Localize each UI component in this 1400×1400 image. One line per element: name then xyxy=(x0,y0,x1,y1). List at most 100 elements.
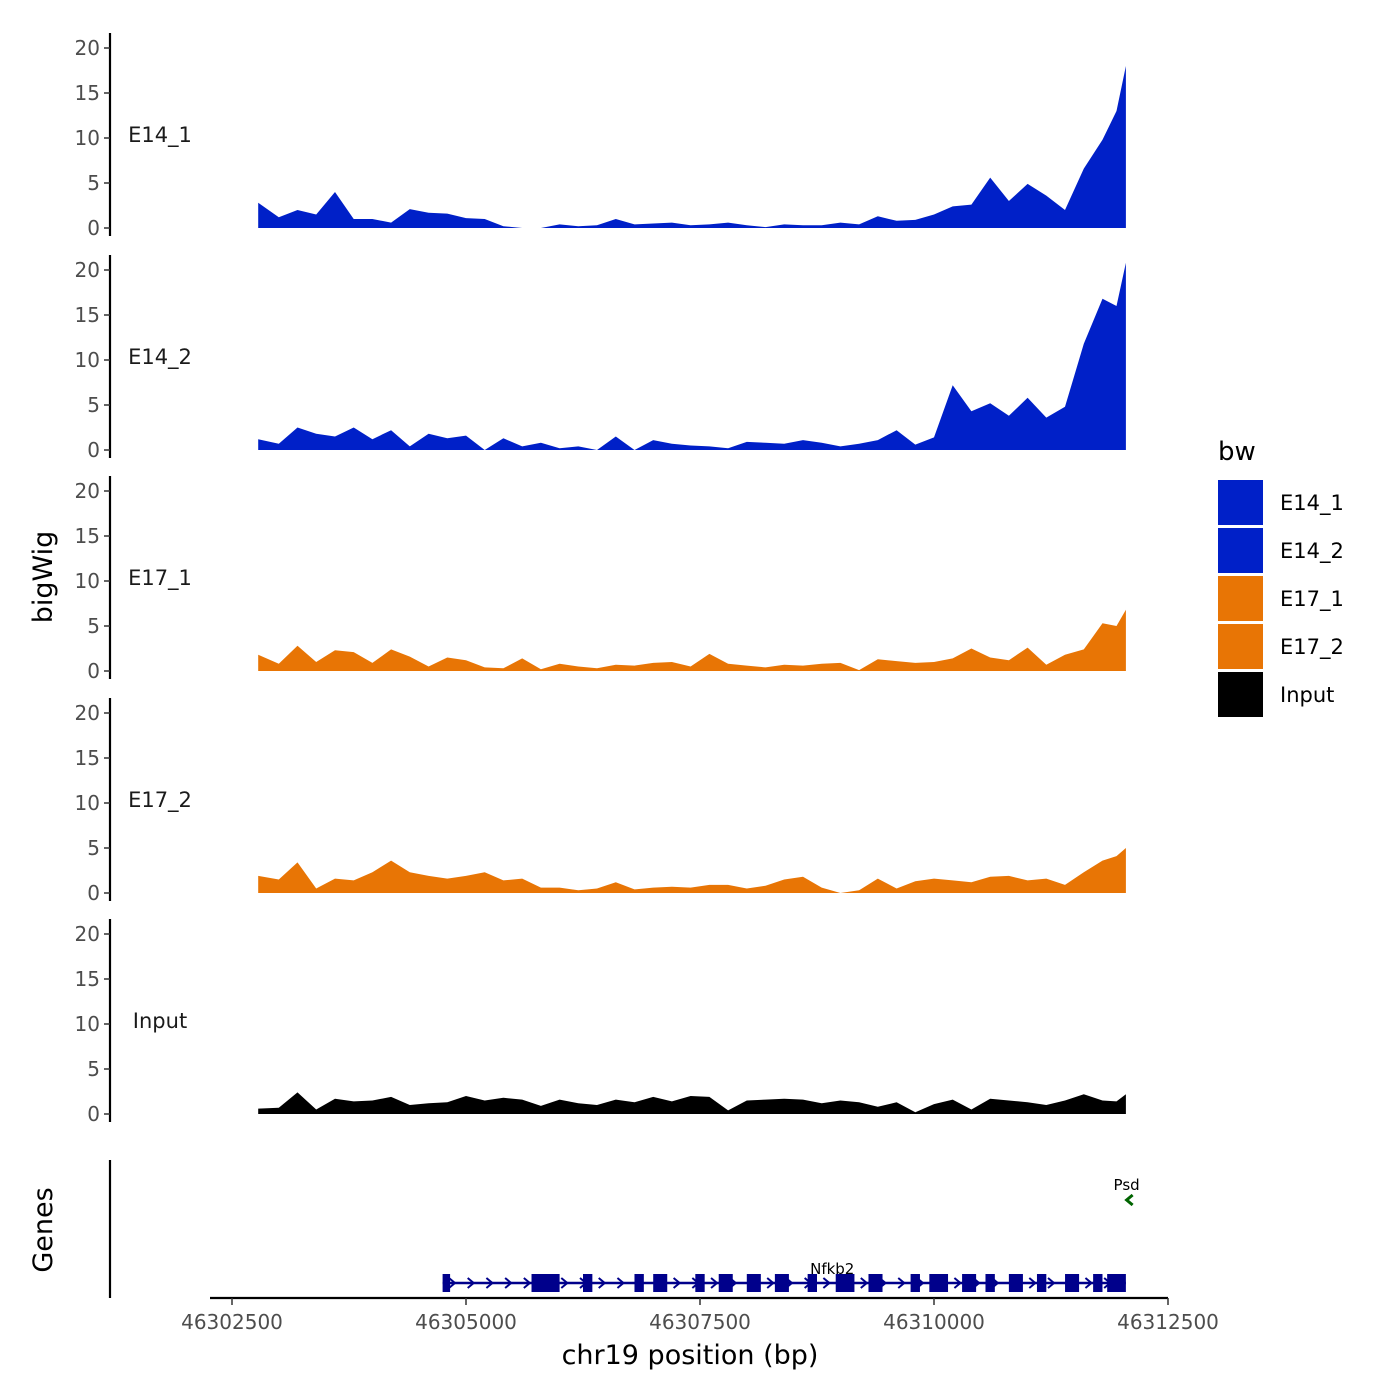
exon xyxy=(1065,1274,1080,1292)
exon xyxy=(1008,1274,1023,1292)
y-tick-label: 10 xyxy=(75,1012,100,1036)
strand-arrow xyxy=(598,1277,607,1289)
y-tick-label: 15 xyxy=(75,967,100,991)
y-tick-label: 10 xyxy=(75,791,100,815)
track-label-E14_1: E14_1 xyxy=(128,123,192,148)
legend-label: E14_1 xyxy=(1280,491,1344,516)
area-E14_2 xyxy=(258,262,1126,450)
legend-item-E17_1: E17_1 xyxy=(1218,576,1344,621)
track-E14_1: 0 5 10 15 20 E14_1 xyxy=(75,33,1126,240)
y-tick-label: 15 xyxy=(75,81,100,105)
y-tick-label: 0 xyxy=(87,659,100,683)
strand-arrow xyxy=(953,1277,962,1289)
area-Input xyxy=(258,1092,1126,1114)
exon xyxy=(910,1274,920,1292)
legend-swatch xyxy=(1218,576,1263,621)
exon xyxy=(1107,1274,1126,1292)
x-tick-label: 46302500 xyxy=(181,1310,283,1334)
gene-Psd: Psd xyxy=(1114,1176,1140,1207)
x-axis-title: chr19 position (bp) xyxy=(562,1340,819,1371)
x-tick-label: 46312500 xyxy=(1117,1310,1219,1334)
exon xyxy=(718,1274,733,1292)
x-tick-label: 46305000 xyxy=(415,1310,517,1334)
legend-swatch xyxy=(1218,528,1263,573)
strand-arrow xyxy=(560,1277,569,1289)
y-tick-label: 10 xyxy=(75,348,100,372)
strand-arrow xyxy=(448,1277,457,1289)
legend-label: E17_1 xyxy=(1280,587,1344,612)
y-tick-label: 20 xyxy=(75,922,100,946)
strand-arrow xyxy=(467,1277,476,1289)
area-E14_1 xyxy=(258,66,1126,228)
legend-swatch xyxy=(1218,672,1263,717)
gene-Nfkb2: Nfkb2 xyxy=(442,1260,1126,1292)
y-tick-label: 15 xyxy=(75,746,100,770)
tracks-group: 05101520E14_105101520E14_205101520E17_10… xyxy=(75,33,1126,1126)
area-E17_2 xyxy=(258,848,1126,893)
legend-label: E14_2 xyxy=(1280,539,1344,564)
track-E17_2: 0 5 10 15 20 E17_2 xyxy=(75,698,1126,905)
exon xyxy=(653,1274,668,1292)
track-label-E17_1: E17_1 xyxy=(128,566,192,591)
y-tick-label: 5 xyxy=(87,393,100,417)
legend-title: bw xyxy=(1218,437,1256,467)
legend-item-Input: Input xyxy=(1218,672,1334,717)
legend-item-E14_2: E14_2 xyxy=(1218,528,1344,573)
strand-arrow xyxy=(1124,1193,1134,1207)
gene-label: Psd xyxy=(1114,1176,1140,1194)
exon xyxy=(1093,1274,1103,1292)
legend-label: Input xyxy=(1280,683,1334,707)
y-tick-label: 10 xyxy=(75,126,100,150)
y-tick-label: 15 xyxy=(75,524,100,548)
exon xyxy=(1036,1274,1047,1292)
strand-arrow xyxy=(766,1277,775,1289)
area-E17_1 xyxy=(258,609,1126,671)
strand-arrow xyxy=(672,1277,682,1289)
y-tick-label: 5 xyxy=(87,614,100,638)
exon xyxy=(746,1274,761,1292)
exon xyxy=(774,1274,789,1292)
exon xyxy=(695,1274,705,1292)
y-tick-label: 20 xyxy=(75,36,100,60)
track-E14_2: 0 5 10 15 20 E14_2 xyxy=(75,255,1126,462)
y-tick-label: 20 xyxy=(75,701,100,725)
strand-arrow xyxy=(710,1277,719,1289)
track-label-E17_2: E17_2 xyxy=(128,788,192,813)
y-tick-label: 0 xyxy=(87,216,100,240)
y-tick-label: 0 xyxy=(87,881,100,905)
exon xyxy=(807,1274,817,1292)
strand-arrow xyxy=(1028,1277,1037,1289)
strand-arrow xyxy=(485,1277,494,1289)
y-tick-label: 5 xyxy=(87,1057,100,1081)
strand-arrow xyxy=(822,1277,831,1289)
strand-arrow xyxy=(504,1277,513,1289)
strand-arrow xyxy=(1047,1277,1056,1289)
genes-axis-title: Genes xyxy=(28,1187,59,1272)
y-tick-label: 20 xyxy=(75,479,100,503)
x-axis: 46302500 46305000 46307500 46310000 46312500 xyxy=(181,1296,1219,1334)
strand-arrow xyxy=(616,1277,626,1289)
track-label-Input: Input xyxy=(133,1009,187,1033)
y-tick-label: 10 xyxy=(75,569,100,593)
y-tick-label: 5 xyxy=(87,171,100,195)
exon xyxy=(868,1274,883,1292)
exon xyxy=(985,1274,995,1292)
y-tick-label: 15 xyxy=(75,303,100,327)
x-tick-label: 46310000 xyxy=(883,1310,985,1334)
strand-arrow xyxy=(860,1277,869,1289)
y-tick-label: 0 xyxy=(87,1102,100,1126)
y-tick-label: 0 xyxy=(87,438,100,462)
gene-label: Nfkb2 xyxy=(810,1260,854,1278)
exon xyxy=(442,1274,451,1292)
strand-arrow xyxy=(897,1277,906,1289)
x-tick-label: 46307500 xyxy=(649,1310,751,1334)
exon xyxy=(962,1274,977,1292)
exon xyxy=(929,1274,949,1292)
legend-swatch xyxy=(1218,624,1263,669)
strand-arrow xyxy=(523,1277,532,1289)
exon xyxy=(634,1274,644,1292)
y-tick-label: 5 xyxy=(87,836,100,860)
exon xyxy=(583,1274,593,1292)
legend-label: E17_2 xyxy=(1280,635,1344,660)
